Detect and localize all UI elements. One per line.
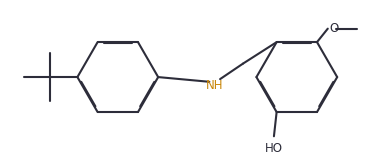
Text: HO: HO <box>265 142 283 154</box>
Text: NH: NH <box>206 79 223 92</box>
Text: O: O <box>329 22 338 35</box>
